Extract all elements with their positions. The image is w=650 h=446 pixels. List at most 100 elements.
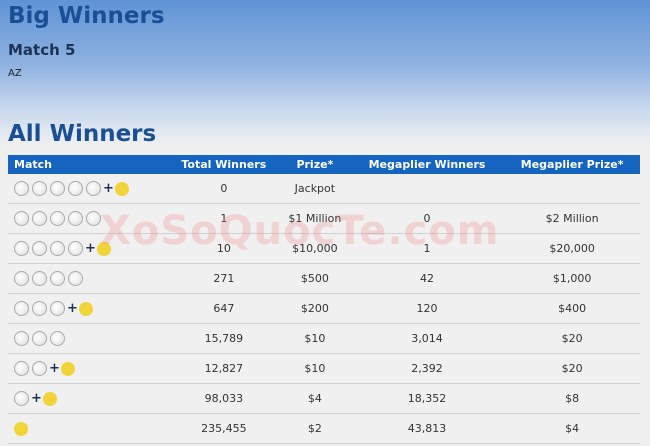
table-row: +0 Jackpot xyxy=(8,174,640,204)
column-header: Match xyxy=(8,155,168,174)
column-header: Megaplier Prize* xyxy=(504,155,640,174)
prize-cell: $1 Million xyxy=(279,203,350,234)
match-subtitle: Match 5 xyxy=(8,41,76,59)
megaball-icon xyxy=(60,361,75,376)
mp-winners-cell xyxy=(349,174,505,204)
white-ball-icon xyxy=(32,211,47,226)
match-cell xyxy=(8,323,168,354)
megaball-icon xyxy=(14,421,28,436)
plus-icon: + xyxy=(49,361,60,376)
megaball-icon xyxy=(42,391,57,406)
white-ball-icon xyxy=(14,211,29,226)
match-cell: + xyxy=(8,233,168,264)
prize-cell: $10 xyxy=(279,323,350,354)
white-ball-icon xyxy=(32,331,47,346)
white-ball-icon xyxy=(14,391,29,406)
white-ball-icon xyxy=(32,301,47,316)
total-cell: 271 xyxy=(167,263,280,294)
white-ball-icon xyxy=(86,211,101,226)
table-row: +647 $200 120 $400 xyxy=(8,293,640,324)
mp-winners-cell: 18,352 xyxy=(349,383,505,414)
mp-prize-cell: $20,000 xyxy=(504,233,640,264)
prize-cell: $200 xyxy=(279,293,350,324)
white-ball-icon xyxy=(14,361,29,376)
column-header: Total Winners xyxy=(167,155,280,174)
white-ball-icon xyxy=(32,361,47,376)
plus-icon: + xyxy=(85,241,96,256)
white-ball-icon xyxy=(14,331,29,346)
white-ball-icon xyxy=(50,331,65,346)
white-ball-icon xyxy=(32,271,47,286)
plus-icon: + xyxy=(103,181,114,196)
plus-icon: + xyxy=(31,391,42,406)
total-cell: 10 xyxy=(167,233,280,264)
mp-prize-cell: $4 xyxy=(504,413,640,444)
white-ball-icon xyxy=(14,181,29,196)
match-cell: + xyxy=(8,293,168,324)
prize-cell: $10,000 xyxy=(279,233,350,264)
white-ball-icon xyxy=(68,241,83,256)
white-ball-icon xyxy=(50,301,65,316)
column-header: Megaplier Winners xyxy=(349,155,505,174)
white-ball-icon xyxy=(50,181,65,196)
table-row: 235,455 $2 43,813 $4 xyxy=(8,413,640,444)
hero-banner xyxy=(0,0,650,145)
total-cell: 12,827 xyxy=(167,353,280,384)
match-cell xyxy=(8,413,168,444)
white-ball-icon xyxy=(50,271,65,286)
match-cell: + xyxy=(8,353,168,384)
match-cell xyxy=(8,203,168,234)
white-ball-icon xyxy=(14,301,29,316)
white-ball-icon xyxy=(50,241,65,256)
megaball-icon xyxy=(96,241,111,256)
prize-cell: Jackpot xyxy=(279,174,350,204)
megaball-icon xyxy=(114,181,129,196)
mp-winners-cell: 43,813 xyxy=(349,413,505,444)
table-row: 15,789 $10 3,014 $20 xyxy=(8,323,640,354)
white-ball-icon xyxy=(68,211,83,226)
white-ball-icon xyxy=(68,271,83,286)
mp-prize-cell: $400 xyxy=(504,293,640,324)
mp-winners-cell: 42 xyxy=(349,263,505,294)
prize-cell: $10 xyxy=(279,353,350,384)
megaball-icon xyxy=(78,301,93,316)
table-row: +12,827 $10 2,392 $20 xyxy=(8,353,640,384)
match-cell: + xyxy=(8,383,168,414)
section-title: All Winners xyxy=(8,121,157,147)
white-ball-icon xyxy=(68,181,83,196)
white-ball-icon xyxy=(50,211,65,226)
prize-cell: $500 xyxy=(279,263,350,294)
white-ball-icon xyxy=(32,241,47,256)
mp-winners-cell: 120 xyxy=(349,293,505,324)
state-list: AZ xyxy=(8,68,22,79)
mp-prize-cell: $2 Million xyxy=(504,203,640,234)
total-cell: 0 xyxy=(167,174,280,204)
prize-cell: $2 xyxy=(279,413,350,444)
prize-cell: $4 xyxy=(279,383,350,414)
total-cell: 235,455 xyxy=(167,413,280,444)
white-ball-icon xyxy=(86,181,101,196)
table-row: +10 $10,000 1 $20,000 xyxy=(8,233,640,264)
table-row: 1 $1 Million 0 $2 Million xyxy=(8,203,640,234)
white-ball-icon xyxy=(14,271,29,286)
page-title: Big Winners xyxy=(8,3,165,29)
white-ball-icon xyxy=(32,181,47,196)
mp-prize-cell: $1,000 xyxy=(504,263,640,294)
mp-prize-cell: $8 xyxy=(504,383,640,414)
plus-icon: + xyxy=(67,301,78,316)
total-cell: 15,789 xyxy=(167,323,280,354)
match-cell xyxy=(8,263,168,294)
mp-winners-cell: 1 xyxy=(349,233,505,264)
total-cell: 98,033 xyxy=(167,383,280,414)
total-cell: 1 xyxy=(167,203,280,234)
table-row: +98,033 $4 18,352 $8 xyxy=(8,383,640,414)
table-row: 271 $500 42 $1,000 xyxy=(8,263,640,294)
mp-prize-cell: $20 xyxy=(504,353,640,384)
mp-prize-cell: $20 xyxy=(504,323,640,354)
mp-prize-cell xyxy=(504,174,640,204)
white-ball-icon xyxy=(14,241,29,256)
mp-winners-cell: 2,392 xyxy=(349,353,505,384)
column-header: Prize* xyxy=(279,155,350,174)
mp-winners-cell: 0 xyxy=(349,203,505,234)
match-cell: + xyxy=(8,174,168,204)
